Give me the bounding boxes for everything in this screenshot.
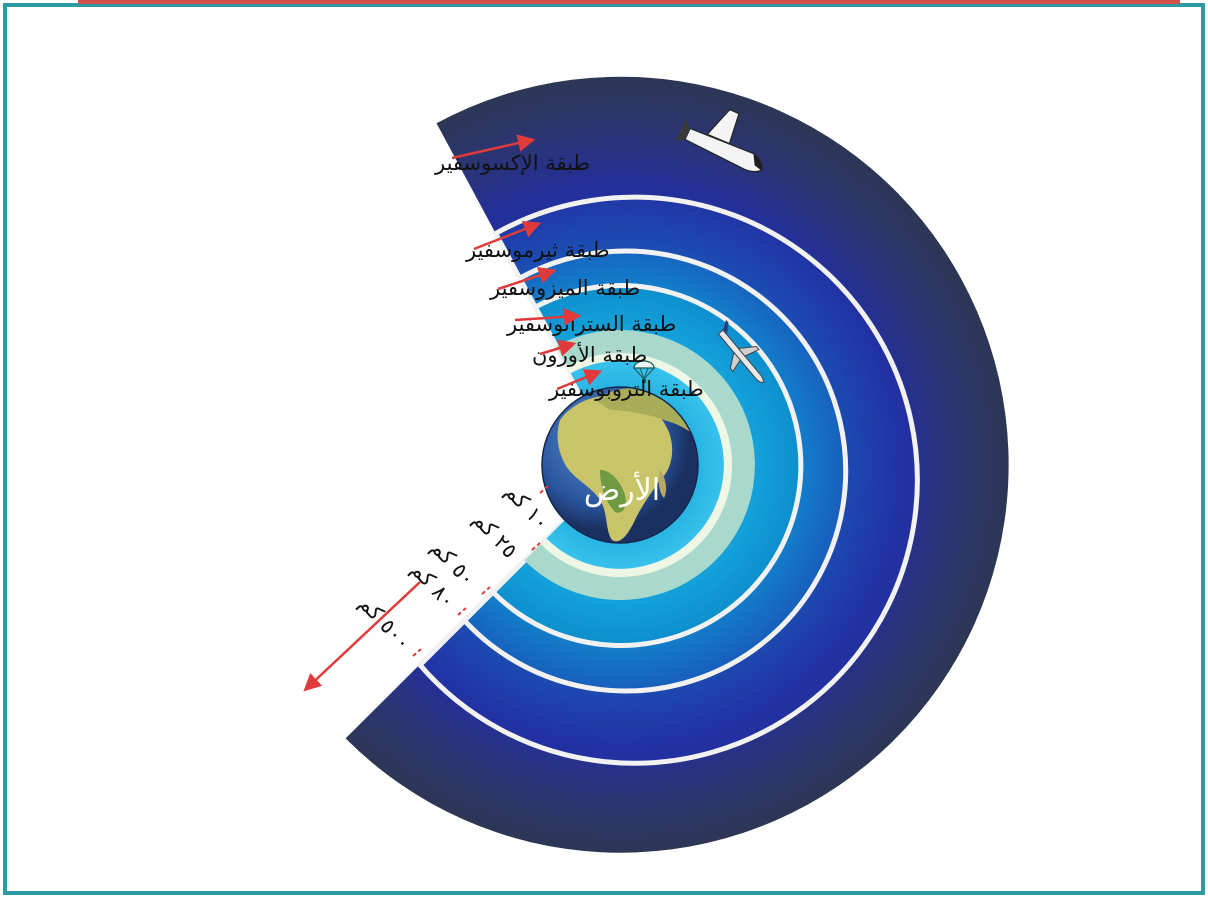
earth-label: الأرض [584,470,660,508]
mesosphere-label: طبقة الميزوسفير [489,276,640,300]
exosphere-arrow [451,134,536,160]
exosphere-label: طبقة الإكسوسفير [434,151,590,175]
ozone-arrow [539,339,577,357]
outer-frame [3,3,1205,895]
troposphere-arrow [556,369,603,391]
troposphere-label: طبقة التروبوسفير [548,377,704,401]
thermosphere-label: طبقة ثيرموسفير [465,238,610,262]
altitude-tick-50 [481,586,491,595]
altitude-tick-80 [457,607,467,616]
space-shuttle-icon [675,108,763,173]
altitude-tick-25 [531,542,541,551]
thermosphere-arrow [473,220,542,251]
parachute-icon [633,360,655,383]
airplane-icon [717,319,764,384]
altitude-tick-10 [539,485,549,494]
altitude-arrow [303,581,421,692]
stratosphere-label: طبقة الستراتوسفير [506,312,676,336]
stratosphere-arrow [514,308,582,326]
altitude-label-25: ٢٥ كم [467,508,522,564]
ozone-label: طبقة الأوزون [532,342,647,367]
mesosphere-arrow [497,267,557,291]
altitude-tick-500 [412,648,422,657]
altitude-label-500: ٥٠٠ كم [354,591,416,655]
